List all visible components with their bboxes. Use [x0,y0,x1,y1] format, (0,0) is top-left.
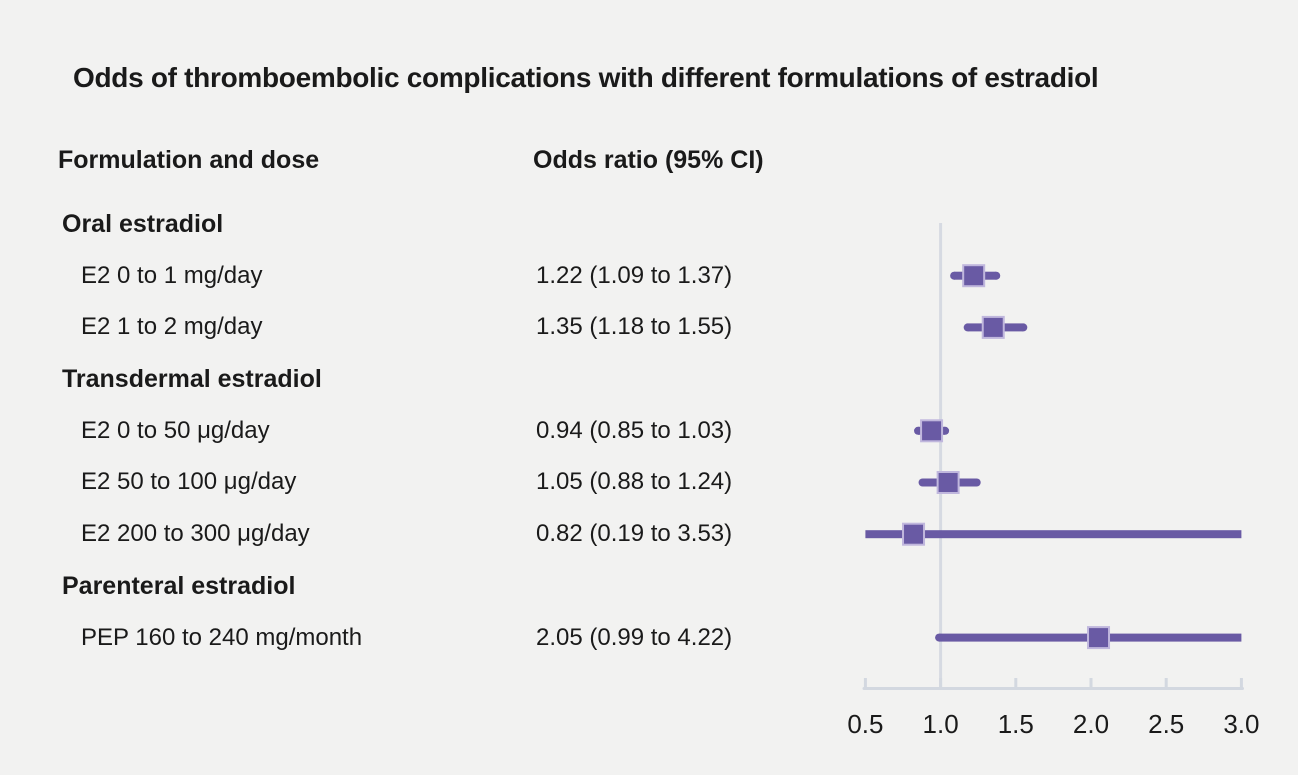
row-label-e2-0-1: E2 0 to 1 mg/day [81,262,263,289]
point-estimate-marker [920,419,944,443]
ci-line-cap [992,271,1001,280]
section-label-transdermal: Transdermal estradiol [62,365,322,393]
or-value-e2-0-50: 0.94 (0.85 to 1.03) [536,417,733,444]
axis-tick-label: 2.5 [1148,709,1184,739]
or-value-pep-160-240: 2.05 (0.99 to 4.22) [536,624,733,651]
ci-line-cap [972,478,981,487]
chart-title: Odds of thromboembolic complications wit… [73,62,1099,93]
section-label-oral: Oral estradiol [62,210,224,238]
ci-line-cap [935,633,944,642]
row-label-e2-50-100: E2 50 to 100 μg/day [81,468,297,495]
or-value-e2-1-2: 1.35 (1.18 to 1.55) [536,313,733,340]
row-label-pep-160-240: PEP 160 to 240 mg/month [81,624,363,651]
ci-line-cap [941,426,950,435]
point-estimate-marker [962,264,986,288]
row-label-e2-0-50: E2 0 to 50 μg/day [81,417,270,444]
point-estimate-marker [981,315,1005,339]
ci-line-cap [963,323,972,332]
axis-tick-label: 1.5 [998,709,1034,739]
row-label-e2-1-2: E2 1 to 2 mg/day [81,313,263,340]
or-value-e2-0-1: 1.22 (1.09 to 1.37) [536,262,733,289]
axis-tick-label: 0.5 [847,709,883,739]
axis-tick-label: 2.0 [1073,709,1109,739]
ci-line-cap [1019,323,1028,332]
section-label-parenteral: Parenteral estradiol [62,572,296,600]
row-label-e2-200-300: E2 200 to 300 μg/day [81,520,310,547]
ci-line-cap [918,478,927,487]
axis-tick-label: 3.0 [1223,709,1259,739]
point-estimate-marker [936,471,960,494]
axis-tick-label: 1.0 [923,709,959,739]
or-value-e2-200-300: 0.82 (0.19 to 3.53) [536,520,733,547]
or-value-e2-50-100: 1.05 (0.88 to 1.24) [536,468,733,495]
column-header-formulation: Formulation and dose [58,146,320,174]
ci-line-cap [950,271,959,280]
column-header-odds-ratio: Odds ratio (95% CI) [533,146,764,174]
point-estimate-marker [902,522,926,546]
ci-line-cap [914,426,923,435]
point-estimate-marker [1087,626,1111,650]
ci-line [865,530,1242,539]
